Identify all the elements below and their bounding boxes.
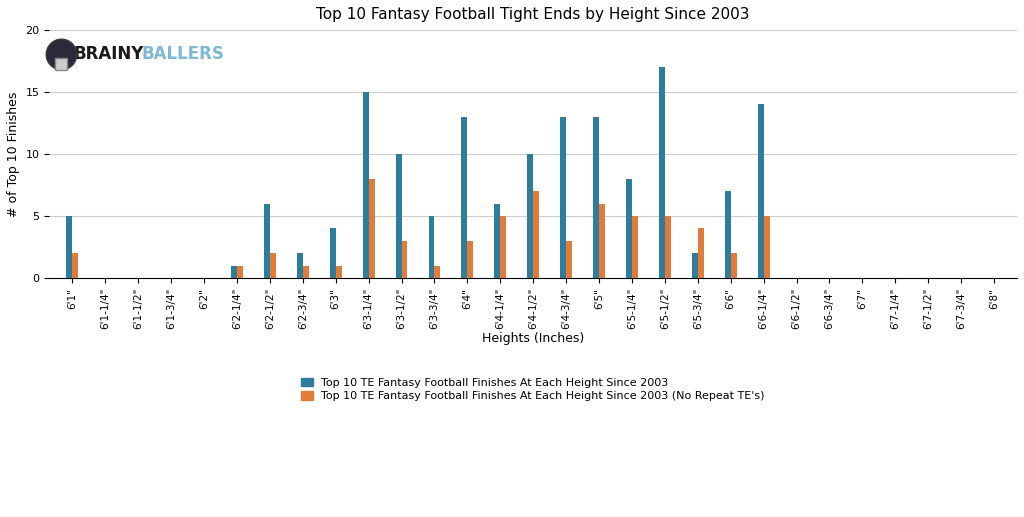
- Bar: [495, 204, 501, 278]
- Bar: [758, 104, 764, 278]
- Bar: [467, 241, 473, 278]
- Bar: [527, 154, 534, 278]
- Bar: [362, 92, 369, 278]
- Bar: [237, 266, 243, 278]
- Bar: [270, 253, 275, 278]
- Bar: [428, 216, 434, 278]
- Bar: [692, 253, 697, 278]
- Bar: [599, 204, 605, 278]
- Bar: [336, 266, 342, 278]
- Bar: [73, 253, 78, 278]
- Text: BALLERS: BALLERS: [141, 45, 224, 63]
- Bar: [593, 117, 599, 278]
- Bar: [434, 266, 440, 278]
- Bar: [665, 216, 671, 278]
- X-axis label: Heights (Inches): Heights (Inches): [482, 332, 585, 345]
- Y-axis label: # of Top 10 Finishes: # of Top 10 Finishes: [7, 92, 19, 217]
- Bar: [764, 216, 769, 278]
- Bar: [501, 216, 506, 278]
- Bar: [697, 229, 703, 278]
- Bar: [264, 204, 270, 278]
- Bar: [626, 179, 632, 278]
- Bar: [560, 117, 566, 278]
- Text: BRAINY: BRAINY: [74, 45, 144, 63]
- Bar: [369, 179, 375, 278]
- Bar: [303, 266, 308, 278]
- Bar: [632, 216, 638, 278]
- Bar: [658, 67, 665, 278]
- Bar: [395, 154, 401, 278]
- Bar: [297, 253, 303, 278]
- Bar: [231, 266, 237, 278]
- Bar: [566, 241, 572, 278]
- Title: Top 10 Fantasy Football Tight Ends by Height Since 2003: Top 10 Fantasy Football Tight Ends by He…: [316, 7, 750, 22]
- Bar: [330, 229, 336, 278]
- Bar: [731, 253, 736, 278]
- Bar: [725, 191, 731, 278]
- Bar: [67, 216, 73, 278]
- Bar: [534, 191, 539, 278]
- Legend: Top 10 TE Fantasy Football Finishes At Each Height Since 2003, Top 10 TE Fantasy: Top 10 TE Fantasy Football Finishes At E…: [301, 378, 765, 401]
- Bar: [462, 117, 467, 278]
- Bar: [401, 241, 408, 278]
